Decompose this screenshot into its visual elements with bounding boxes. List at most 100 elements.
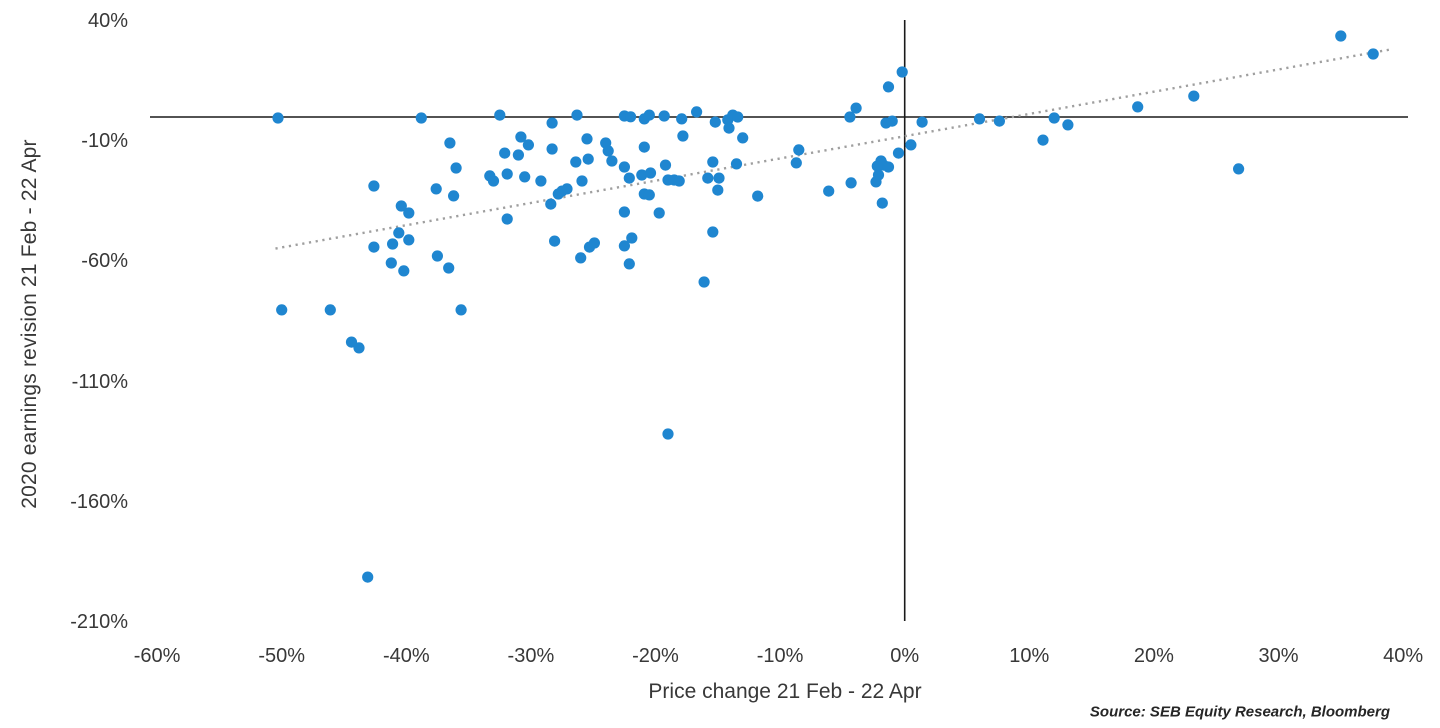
data-point <box>450 162 462 174</box>
data-point <box>387 238 399 250</box>
data-point <box>644 167 657 179</box>
data-point <box>973 113 986 125</box>
data-point <box>916 116 928 128</box>
y-tick-label: -60% <box>81 250 128 273</box>
data-point <box>643 109 655 121</box>
data-point <box>626 232 638 244</box>
data-point <box>732 111 744 123</box>
data-point <box>1132 101 1144 113</box>
data-point <box>561 183 573 195</box>
data-point <box>588 237 601 249</box>
trend-line <box>275 48 1390 250</box>
data-point <box>713 172 725 184</box>
scatter-points <box>272 30 1379 583</box>
data-point <box>993 115 1006 127</box>
x-tick-label: 20% <box>1133 645 1174 667</box>
data-point <box>871 160 883 172</box>
data-point <box>709 116 721 128</box>
data-point <box>582 153 594 165</box>
data-point <box>896 66 908 78</box>
data-point <box>845 177 857 189</box>
data-point <box>1335 30 1347 42</box>
data-point <box>499 147 511 159</box>
data-point <box>535 175 547 187</box>
data-point <box>443 262 455 274</box>
data-point <box>385 257 397 269</box>
data-point <box>403 207 415 219</box>
data-point <box>677 130 689 142</box>
x-tick-label: -50% <box>258 645 306 667</box>
source-note: Source: SEB Equity Research, Bloomberg <box>1089 703 1390 721</box>
x-tick-label: 10% <box>1009 645 1050 667</box>
data-point <box>723 122 735 134</box>
data-point <box>501 168 513 180</box>
data-point <box>415 112 427 124</box>
y-tick-label: -110% <box>71 370 128 393</box>
data-point <box>430 183 442 195</box>
x-tick-label: -20% <box>632 645 679 667</box>
data-point <box>625 111 637 123</box>
data-point <box>638 141 650 153</box>
x-axis-title: Price change 21 Feb - 22 Apr <box>648 680 922 703</box>
data-point <box>362 571 374 583</box>
y-tick-label: -160% <box>70 490 128 513</box>
data-point <box>515 131 527 143</box>
data-point <box>618 161 631 173</box>
x-tick-label: -60% <box>133 645 181 667</box>
data-point <box>395 200 407 212</box>
data-point <box>353 342 365 354</box>
data-point <box>623 172 635 184</box>
data-point <box>581 133 593 145</box>
data-point <box>870 176 882 188</box>
data-point <box>546 143 558 155</box>
data-point <box>487 175 500 187</box>
data-point <box>602 145 614 157</box>
data-point <box>905 139 917 151</box>
data-point <box>1233 163 1245 175</box>
data-point <box>790 157 802 169</box>
data-point <box>494 109 506 121</box>
data-point <box>368 241 380 253</box>
data-point <box>882 161 895 173</box>
data-point <box>576 175 588 187</box>
data-point <box>324 304 336 316</box>
data-point <box>892 147 905 159</box>
data-point <box>636 169 648 181</box>
y-tick-label: 40% <box>87 9 128 32</box>
data-point <box>752 190 764 202</box>
data-point <box>570 156 582 168</box>
data-point <box>1062 119 1074 131</box>
data-point <box>707 156 719 168</box>
data-point <box>1188 90 1200 102</box>
data-point <box>737 132 749 144</box>
x-tick-label: 30% <box>1258 645 1299 667</box>
data-point <box>876 197 888 209</box>
data-point <box>501 213 513 225</box>
data-point <box>886 115 898 127</box>
data-point <box>823 185 835 197</box>
data-point <box>844 111 856 123</box>
data-point <box>698 276 710 288</box>
data-point <box>673 175 685 187</box>
data-point <box>850 102 862 114</box>
data-point <box>545 198 557 210</box>
data-point <box>618 206 631 218</box>
data-point <box>512 149 525 161</box>
data-point <box>549 235 561 247</box>
x-tick-label: -30% <box>507 645 555 667</box>
x-tick-label: -40% <box>382 645 430 667</box>
data-point <box>712 184 724 196</box>
data-point <box>658 110 670 122</box>
x-tick-label: -10% <box>756 645 804 667</box>
data-point <box>276 304 288 316</box>
data-point <box>368 180 380 192</box>
data-point <box>546 117 558 129</box>
x-tick-label: 40% <box>1383 645 1424 667</box>
data-point <box>522 139 535 151</box>
data-point <box>882 81 895 93</box>
data-point <box>606 155 618 167</box>
data-point <box>623 258 635 270</box>
y-tick-label: -210% <box>70 611 128 634</box>
